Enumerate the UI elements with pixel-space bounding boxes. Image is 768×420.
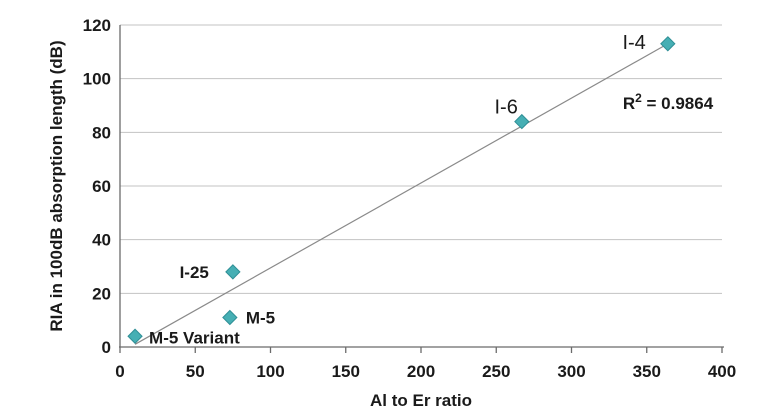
- point-marker: [514, 113, 530, 130]
- x-tick-label: 150: [332, 362, 360, 381]
- y-tick-label: 40: [92, 231, 111, 250]
- point-label: M-5: [246, 308, 275, 327]
- axes: [119, 25, 724, 353]
- point-label: I-4: [622, 32, 645, 54]
- point-marker: [660, 36, 676, 52]
- x-tick-labels: 0 50 100 150 200 250 300 350 400: [115, 362, 736, 381]
- r-squared-label: R2 = 0.9864: [623, 91, 714, 113]
- x-tick-label: 350: [633, 362, 661, 381]
- x-tick-label: 50: [186, 362, 205, 381]
- x-tick-label: 200: [407, 362, 435, 381]
- r-squared-suffix: = 0.9864: [642, 94, 714, 113]
- y-tick-label: 20: [92, 284, 111, 303]
- gridlines: [120, 24, 722, 294]
- trendline: [134, 43, 669, 345]
- point-marker: [222, 309, 238, 326]
- r-squared-superscript: 2: [635, 91, 642, 105]
- x-tick-label: 400: [708, 362, 736, 381]
- x-tick-label: 0: [115, 362, 124, 381]
- data-point-layer: M-5 Variant M-5 I-25 I-6 I-4: [127, 32, 676, 347]
- y-tick-label: 0: [102, 338, 111, 357]
- x-tick-label: 250: [482, 362, 510, 381]
- r-squared-prefix: R: [623, 94, 635, 113]
- y-axis-title: RIA in 100dB absorption length (dB): [47, 40, 66, 331]
- trendline-layer: [134, 43, 669, 345]
- y-tick-label: 100: [83, 70, 111, 89]
- point-label: I-6: [494, 97, 517, 119]
- point-label: M-5 Variant: [149, 328, 240, 347]
- x-axis-title: Al to Er ratio: [370, 391, 472, 410]
- point-marker: [225, 264, 241, 280]
- y-tick-label: 120: [83, 16, 111, 35]
- x-tick-label: 100: [256, 362, 284, 381]
- x-tick-label: 300: [557, 362, 585, 381]
- point-label: I-25: [180, 263, 209, 282]
- y-tick-label: 80: [92, 123, 111, 142]
- point-marker: [127, 328, 143, 344]
- y-tick-labels: 0 20 40 60 80 100 120: [83, 16, 111, 357]
- y-tick-label: 60: [92, 177, 111, 196]
